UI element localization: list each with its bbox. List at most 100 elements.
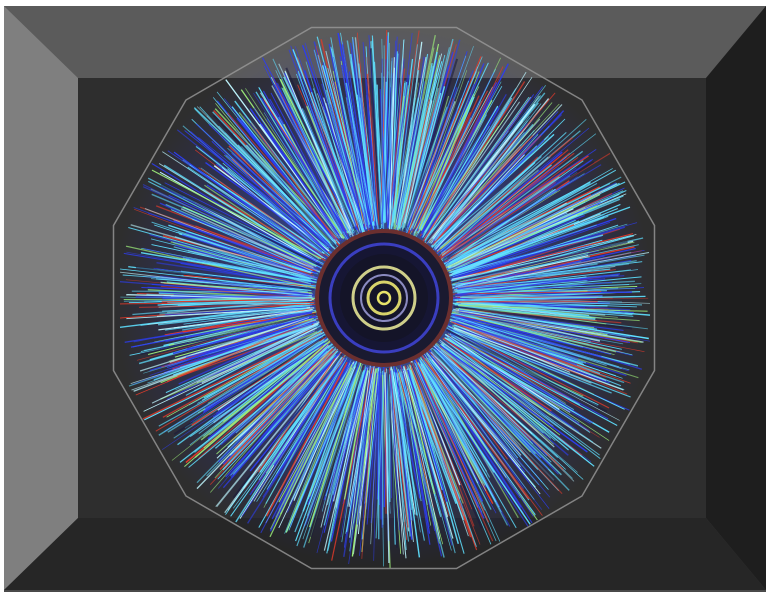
particle-track <box>431 347 562 476</box>
particle-track <box>227 112 339 241</box>
particle-track <box>381 72 383 225</box>
particle-track <box>454 318 604 353</box>
particle-track <box>445 182 618 267</box>
particle-track <box>255 91 343 235</box>
core-yellow-ring-mid <box>360 274 408 322</box>
particle-track <box>188 336 317 406</box>
particle-track <box>461 269 616 288</box>
particle-track <box>433 135 542 243</box>
particle-track <box>240 119 335 241</box>
particle-track <box>391 58 414 226</box>
particle-track <box>396 81 426 226</box>
particle-track <box>445 193 601 269</box>
particle-track <box>335 370 369 509</box>
particle-track <box>144 331 325 421</box>
sector-gap <box>232 353 343 499</box>
particle-track <box>441 342 602 449</box>
particle-track <box>184 130 331 248</box>
particle-track <box>185 259 310 282</box>
particle-track <box>421 63 509 235</box>
particle-track <box>452 320 578 366</box>
sector-gap <box>445 328 608 413</box>
particle-track <box>391 369 405 522</box>
particle-track <box>258 363 351 528</box>
particle-track <box>343 370 369 500</box>
particle-track <box>459 281 613 296</box>
particle-track <box>408 363 464 504</box>
particle-track <box>436 118 587 255</box>
particle-track <box>283 76 357 226</box>
detector-outline <box>112 26 656 570</box>
particle-track <box>295 362 362 542</box>
particle-track <box>187 167 320 260</box>
particle-track <box>298 363 360 506</box>
particle-track <box>198 338 325 434</box>
particle-track <box>180 270 317 289</box>
detector-core <box>315 229 453 367</box>
sector-gap <box>285 67 358 234</box>
particle-track <box>448 182 598 265</box>
particle-track <box>448 212 572 269</box>
particle-track <box>393 366 421 500</box>
particle-track <box>425 357 519 519</box>
particle-track <box>444 339 591 425</box>
particle-track <box>185 231 319 280</box>
particle-track <box>452 234 604 275</box>
particle-track <box>159 171 318 263</box>
particle-track <box>424 114 487 233</box>
particle-track <box>439 351 578 473</box>
particle-track <box>450 318 587 364</box>
particle-track <box>249 108 340 236</box>
particle-track <box>399 53 429 229</box>
particle-track <box>134 208 314 277</box>
particle-track <box>452 291 602 295</box>
particle-track <box>454 295 646 301</box>
particle-track <box>450 261 643 286</box>
particle-track <box>457 304 596 321</box>
particle-track <box>440 152 571 259</box>
particle-track <box>177 340 320 446</box>
core-inner-disk <box>366 280 402 316</box>
particle-track <box>347 91 370 228</box>
particle-track <box>444 344 547 416</box>
particle-track <box>126 307 315 320</box>
particle-track <box>415 359 490 523</box>
particle-track <box>135 320 315 396</box>
particle-track <box>451 335 618 426</box>
particle-track <box>223 344 328 442</box>
core-yellow-ring-outer <box>351 265 417 331</box>
particle-track <box>323 368 368 551</box>
particle-track <box>458 317 619 367</box>
particle-track <box>393 372 421 558</box>
particle-track <box>278 367 353 503</box>
sector-gap <box>442 160 595 261</box>
particle-track <box>419 359 488 477</box>
particle-track <box>375 374 385 539</box>
particle-track <box>159 275 309 295</box>
particle-track <box>398 52 438 227</box>
particle-track <box>215 351 342 507</box>
sector-gap <box>212 114 338 248</box>
particle-track <box>452 321 590 373</box>
particle-track <box>365 95 381 225</box>
particle-track <box>407 369 448 502</box>
particle-track <box>451 311 642 343</box>
particle-track <box>209 337 329 436</box>
particle-track <box>287 364 354 513</box>
particle-track <box>441 343 575 439</box>
particle-track <box>151 169 322 260</box>
particle-track <box>272 361 349 482</box>
particle-track <box>426 354 535 500</box>
particle-track <box>172 241 312 280</box>
particle-track <box>219 181 324 256</box>
particle-track <box>417 362 497 503</box>
particle-track <box>160 285 313 299</box>
particle-track <box>395 57 427 225</box>
particle-track <box>269 98 350 240</box>
particle-track <box>358 78 376 227</box>
particle-track <box>411 83 475 232</box>
particle-track <box>327 68 371 225</box>
wall-left <box>4 6 78 590</box>
particle-track <box>450 224 597 273</box>
particle-track <box>212 342 325 418</box>
